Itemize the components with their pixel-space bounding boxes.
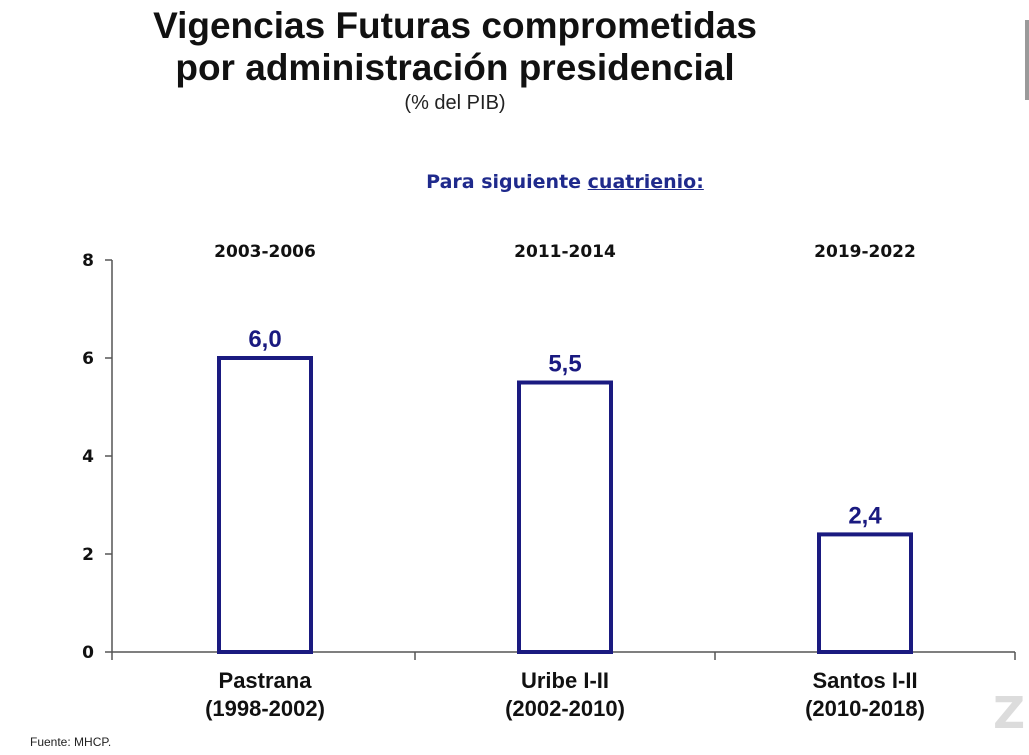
section-heading: Para siguiente cuatrienio:	[0, 171, 1029, 193]
y-tick-label-8: 8	[82, 251, 94, 271]
y-tick-label-4: 4	[82, 447, 94, 467]
chart-title-line-1: Vigencias Futuras comprometidas	[153, 5, 757, 46]
category-label-1-line-0: Uribe I-II	[521, 668, 609, 693]
y-tick-label-2: 2	[82, 545, 94, 565]
period-label-1: 2011-2014	[514, 242, 616, 262]
category-label-1-line-1: (2002-2010)	[505, 696, 625, 721]
bar-2	[817, 532, 913, 655]
category-label-2-line-0: Santos I-II	[812, 668, 917, 693]
bar-0	[217, 356, 313, 654]
chart-title-line-2: por administración presidencial	[175, 47, 735, 88]
data-label-0: 6,0	[248, 326, 281, 353]
bar-1	[517, 380, 613, 654]
period-label-2: 2019-2022	[814, 242, 916, 262]
period-label-0: 2003-2006	[214, 242, 316, 262]
category-label-0-line-0: Pastrana	[219, 668, 313, 693]
category-label-2-line-1: (2010-2018)	[805, 696, 925, 721]
data-label-1: 5,5	[548, 351, 581, 378]
corner-watermark: Z	[993, 688, 1025, 739]
section-heading-prefix: Para siguiente	[426, 171, 588, 193]
window-edge-scrollbar	[1025, 20, 1029, 100]
y-tick-label-0: 0	[82, 643, 94, 663]
category-label-0-line-1: (1998-2002)	[205, 696, 325, 721]
y-tick-label-6: 6	[82, 349, 94, 369]
chart-subtitle: (% del PIB)	[404, 92, 506, 114]
source-note: Fuente: MHCP.	[30, 735, 112, 749]
data-label-2: 2,4	[848, 502, 882, 529]
section-heading-underlined: cuatrienio:	[587, 171, 704, 193]
